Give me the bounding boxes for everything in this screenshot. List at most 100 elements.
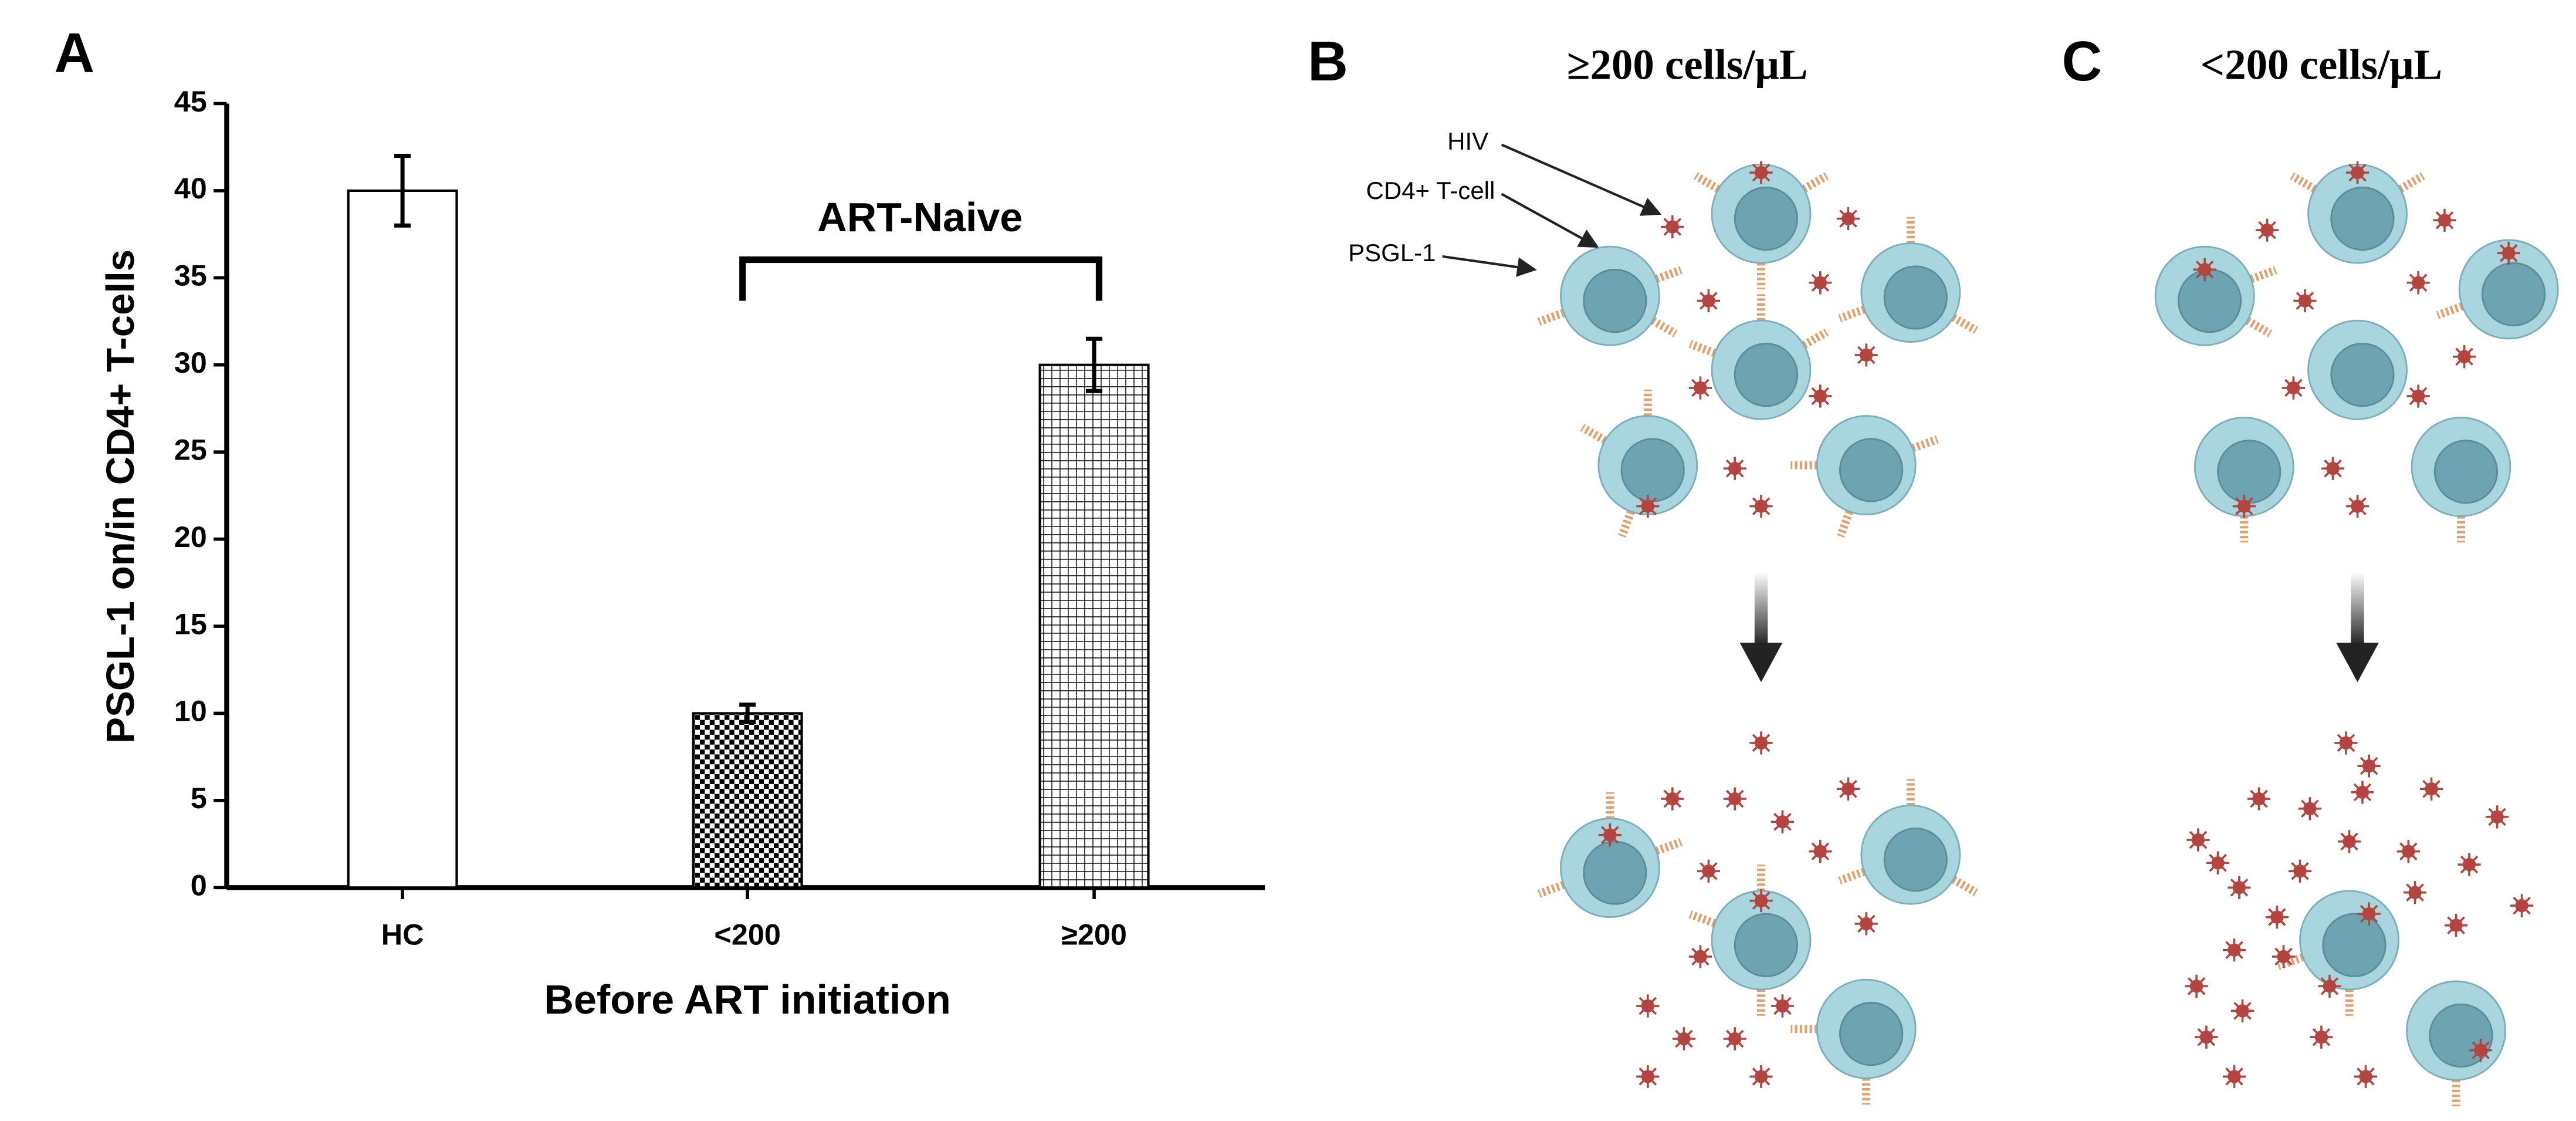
hiv-virion xyxy=(1807,383,1833,409)
hiv-virion xyxy=(2432,207,2457,233)
hiv-virion xyxy=(2353,1063,2378,1089)
error-bar xyxy=(1086,336,1103,393)
hiv-virion xyxy=(1635,993,1661,1019)
annotation: ART-Naive xyxy=(817,194,1023,240)
hiv-virion xyxy=(1660,786,1685,812)
hiv-virion xyxy=(2443,913,2469,938)
y-axis-label: PSGL-1 on/in CD4+ T-cells xyxy=(99,249,143,744)
hiv-virion xyxy=(1722,786,1748,812)
hiv-virion xyxy=(2356,753,2382,779)
hiv-virion xyxy=(2231,494,2257,519)
y-tick-label: 5 xyxy=(191,781,207,815)
hiv-virion xyxy=(1769,993,1795,1019)
bar xyxy=(692,712,803,889)
nucleus xyxy=(2433,440,2498,504)
nucleus xyxy=(1839,438,1904,502)
hiv-virion xyxy=(1671,1026,1697,1052)
hiv-virion xyxy=(2317,973,2343,999)
hiv-virion xyxy=(2509,893,2535,919)
hiv-virion xyxy=(1635,494,1661,519)
callout-arrow xyxy=(1501,143,1662,216)
hiv-virion xyxy=(1597,822,1623,848)
illustration xyxy=(1537,160,2559,1106)
hiv-virion xyxy=(2496,240,2521,266)
hiv-virion xyxy=(2333,730,2359,756)
hiv-virion xyxy=(2192,256,2218,282)
receptor xyxy=(2277,953,2304,970)
hiv-virion xyxy=(2246,786,2272,812)
y-tick-label: 25 xyxy=(174,433,207,466)
receptor xyxy=(1688,910,1717,927)
nucleus xyxy=(1734,186,1799,251)
receptor xyxy=(2398,172,2425,193)
nucleus xyxy=(1583,840,1647,905)
hiv-virion xyxy=(1748,494,1774,519)
nucleus xyxy=(2481,262,2546,326)
hiv-virion xyxy=(2255,217,2280,243)
nucleus xyxy=(1734,342,1799,407)
hiv-virion xyxy=(1748,888,1774,914)
hiv-virion xyxy=(2287,858,2313,884)
hiv-virion xyxy=(2184,973,2209,999)
x-axis-label: Before ART initiation xyxy=(544,977,951,1022)
hiv-virion xyxy=(1769,809,1795,835)
y-tick-label: 20 xyxy=(174,520,207,553)
hiv-virion xyxy=(2350,779,2375,805)
hiv-virion xyxy=(2226,874,2252,900)
hiv-virion xyxy=(2395,839,2421,865)
callout-arrow xyxy=(1501,193,1599,248)
receptor xyxy=(2436,302,2464,319)
receptor xyxy=(1537,880,1565,898)
hiv-virion xyxy=(1687,944,1713,970)
hiv-virion xyxy=(1660,214,1685,239)
y-tick-label: 45 xyxy=(174,85,207,118)
receptor xyxy=(1654,266,1683,283)
hiv-virion xyxy=(1853,342,1879,368)
hiv-virion xyxy=(2320,455,2345,481)
bar xyxy=(1038,363,1150,889)
error-bar xyxy=(739,703,756,724)
hiv-virion xyxy=(2345,160,2370,185)
receptor xyxy=(1951,313,1978,335)
receptor xyxy=(1836,510,1854,538)
panel-label: A xyxy=(54,22,94,85)
hiv-virion xyxy=(1748,730,1774,756)
callout-arrow xyxy=(1442,255,1537,277)
callout: PSGL-1 xyxy=(1348,239,1436,266)
receptor xyxy=(2249,266,2277,283)
arrow-shaft xyxy=(1754,572,1768,646)
hiv-virion xyxy=(1836,206,1861,231)
hiv-virion xyxy=(2205,850,2230,876)
hiv-virion xyxy=(1748,160,1774,185)
arrow-shaft xyxy=(2351,572,2364,646)
nucleus xyxy=(2330,186,2395,251)
hiv-virion xyxy=(2402,880,2428,906)
hiv-virion xyxy=(1748,1063,1774,1089)
hiv-virion xyxy=(2292,288,2318,313)
nucleus xyxy=(1734,913,1799,977)
receptor xyxy=(2245,317,2273,337)
receptor xyxy=(1650,317,1678,337)
hiv-virion xyxy=(2271,944,2296,970)
hiv-virion xyxy=(2185,827,2211,853)
receptor xyxy=(1838,867,1866,884)
hiv-virion xyxy=(1687,375,1713,401)
hiv-virion xyxy=(2468,1038,2494,1063)
y-tick-label: 0 xyxy=(191,869,207,902)
hiv-virion xyxy=(2308,1024,2334,1050)
hiv-virion xyxy=(2356,901,2382,927)
hiv-virion xyxy=(2280,375,2306,401)
hiv-virion xyxy=(1722,1026,1748,1052)
y-tick-label: 35 xyxy=(174,259,207,292)
hiv-virion xyxy=(2264,904,2290,930)
hiv-virion xyxy=(1695,288,1721,313)
hiv-virion xyxy=(2405,383,2431,409)
diagram-title: ≥200 cells/μL xyxy=(1567,40,1808,88)
diagram-title: <200 cells/μL xyxy=(2201,40,2442,88)
callout: HIV xyxy=(1447,127,1488,155)
receptor xyxy=(1802,328,1829,349)
hiv-virion xyxy=(1836,776,1861,802)
receptor xyxy=(1951,876,1978,896)
